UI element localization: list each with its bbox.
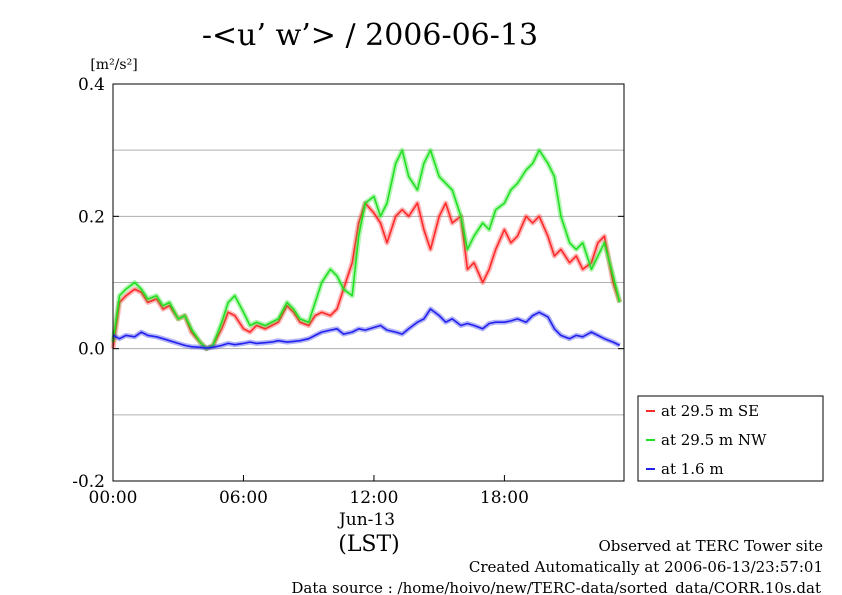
legend-label: at 1.6 m — [661, 460, 724, 478]
tick-labels: 00:00 06:00 12:00 18:00 -0.2 0.0 0.2 0.4 — [72, 75, 529, 508]
footer-source: Data source : /home/hoivo/new/TERC-data/… — [291, 579, 821, 595]
y-tick-label: 0.0 — [78, 340, 105, 360]
series-2-halo — [110, 147, 623, 352]
y-tick-label: 0.4 — [78, 75, 105, 95]
x-tick-label: 18:00 — [480, 488, 529, 508]
legend-label: at 29.5 m NW — [661, 431, 767, 449]
legend: at 29.5 m SE at 29.5 m NW at 1.6 m — [637, 395, 824, 482]
series-3-line — [112, 308, 621, 349]
legend-box — [637, 395, 824, 482]
x-axis-label: (LST) — [338, 532, 400, 557]
y-tick-label: 0.2 — [78, 207, 105, 227]
plot-frame — [112, 83, 625, 482]
x-tick-label: 06:00 — [219, 488, 268, 508]
x-tick-label: 12:00 — [349, 488, 398, 508]
x-tick-label: 00:00 — [89, 488, 138, 508]
axis-ticks — [112, 83, 624, 482]
grid-lines — [113, 149, 624, 416]
y-tick-label: -0.2 — [72, 472, 105, 492]
series-layer — [110, 147, 623, 352]
y-axis-unit: [m²/s²] — [90, 57, 137, 73]
footer-created: Created Automatically at 2006-06-13/23:5… — [469, 558, 823, 576]
chart-title: -<u’ w’> / 2006-06-13 — [202, 18, 538, 53]
date-label: Jun-13 — [337, 510, 395, 530]
legend-label: at 29.5 m SE — [661, 402, 759, 420]
series-2-line — [112, 149, 621, 350]
footer-observed: Observed at TERC Tower site — [598, 537, 823, 555]
